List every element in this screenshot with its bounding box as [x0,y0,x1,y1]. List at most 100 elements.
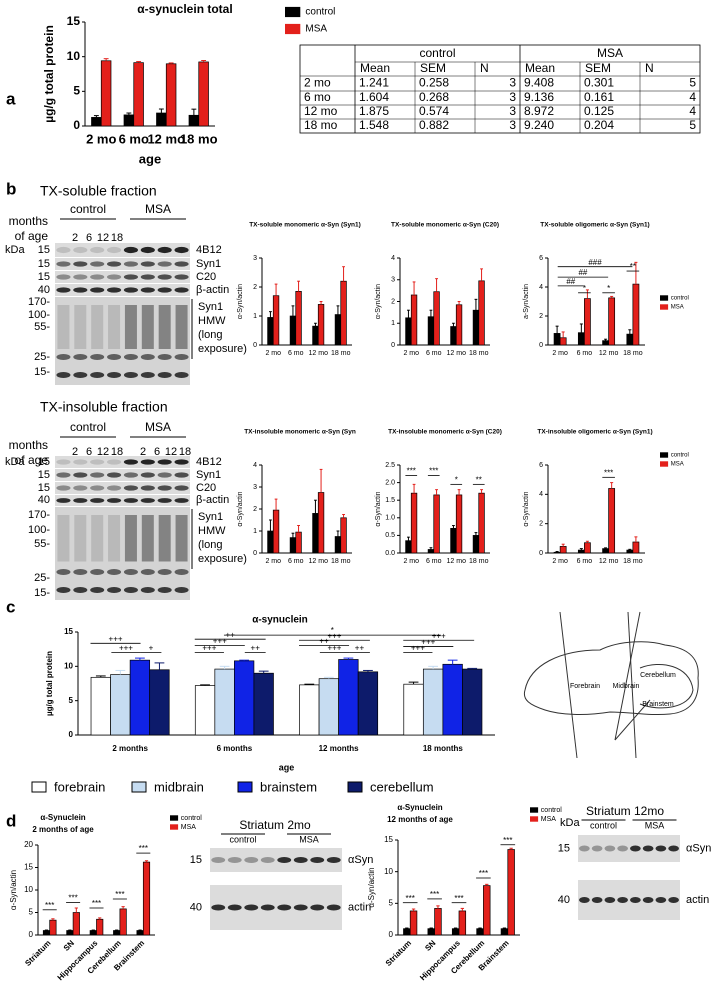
annotation: * [331,626,334,635]
blot-band [579,845,590,852]
table-cell: 1.548 [359,118,389,132]
legend-swatch [170,815,179,821]
blot-band [157,354,172,360]
bar [584,542,591,554]
marker-label: 40 [38,494,50,506]
bar [405,540,412,554]
table-cell: 5 [689,118,696,132]
group-label: MSA [299,834,319,844]
blot-band [56,472,71,478]
blot-title: Striatum 2mo [239,818,311,832]
blot-band [123,287,139,293]
blot-band [579,897,590,903]
marker-label: 15 [38,258,50,270]
bar [584,298,591,346]
months-label: months [9,214,48,228]
table-cell: 0.125 [584,104,614,118]
annotation: *** [479,869,488,878]
band-label: C20 [196,271,216,283]
bar [272,509,280,554]
y-tick-label: 0 [391,342,395,349]
bar [458,910,467,936]
blot-band [140,274,155,280]
blot-band [277,904,292,911]
y-tick-label: 2 [539,521,543,528]
blot-smear [141,515,154,562]
blot-band [90,274,105,280]
legend-label: brainstem [260,779,317,794]
y-tick-label: 10 [384,867,393,876]
bar [626,333,634,346]
blot-band [174,372,189,378]
bar [427,928,435,936]
x-tick-label: 2 mo [403,350,419,357]
chart-title: TX-insoluble monomeric α-Syn (C20) [388,429,502,436]
table-cell: 1.604 [359,90,389,104]
annotation: ++ [355,644,365,653]
annotation: *** [503,836,512,845]
bar [450,326,457,346]
legend-label: control [305,7,335,18]
bar [110,674,131,736]
marker-label: 170- [28,296,50,308]
legend-swatch [285,23,301,35]
x-tick-label: 2 months [112,744,148,753]
blot-band [174,587,189,593]
bar [472,535,480,554]
bar [340,280,347,346]
annotation: ++ [319,636,329,645]
legend-label: MSA [671,305,684,311]
marker-label: 15 [38,244,50,256]
bar [96,918,104,936]
table-cell: 0.574 [419,104,449,118]
blot-band [157,287,172,293]
bar [451,928,460,936]
bar [194,685,216,736]
blot-band [56,246,71,254]
x-tick-label: 6 mo [288,558,304,565]
table-header: MSA [597,46,623,60]
y-tick-label: 10 [64,661,73,670]
annotation: +++ [327,644,341,653]
lane-label: 2 [72,446,78,458]
blot-band [56,459,71,465]
blot-band [73,485,88,491]
blot-band [174,274,189,280]
bar [317,304,325,346]
blot-band [90,246,105,254]
blot-smear [57,305,70,349]
y-tick-label: 4 [253,462,257,469]
blot-band [211,857,226,863]
x-tick-label: 6 mo [577,558,593,565]
blot-band [107,587,122,593]
blot-band [56,569,71,575]
region-label: Brainstem [642,701,674,708]
table-cell: 1.875 [359,104,389,118]
marker-label: 40 [558,894,570,906]
marker-label: 15 [38,482,50,494]
y-tick-label: 2.0 [385,479,395,486]
blot-band [123,498,139,503]
blot-band [106,274,122,280]
blot-band [157,372,172,378]
bar [462,668,483,736]
blot-band [73,274,88,280]
band-label: 4B12 [196,244,222,256]
blot-band [140,498,155,503]
bar [427,316,435,346]
blot-smear [158,515,171,562]
blot-smear [108,305,121,349]
x-tick-label: 12 mo [147,131,185,146]
marker-label: 15- [34,366,50,378]
blot-band [293,904,308,911]
bar [119,908,127,936]
x-tick-label: 12 mo [599,350,619,357]
bar [602,340,609,346]
hmw-label: (long [198,539,222,551]
blot-strip [55,271,190,283]
annotation: ## [566,277,575,286]
blot-band [140,354,155,360]
bar [422,668,444,736]
blot-band [106,246,122,254]
y-tick-label: 3 [253,255,257,262]
